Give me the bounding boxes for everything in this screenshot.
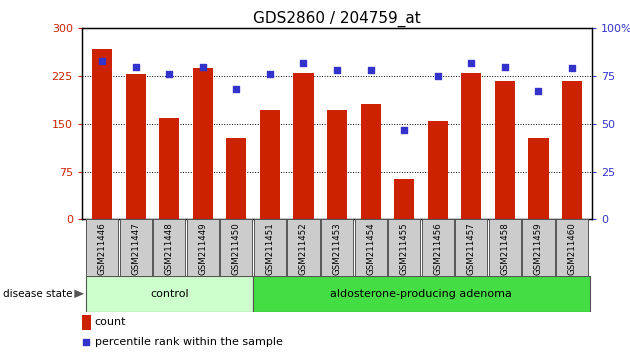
Text: GDS2860 / 204759_at: GDS2860 / 204759_at	[253, 11, 421, 27]
Bar	[489, 219, 521, 276]
Bar	[455, 219, 488, 276]
Bar	[495, 81, 515, 219]
Point	[534, 88, 544, 94]
Point	[231, 87, 241, 92]
Bar	[159, 118, 180, 219]
Bar	[529, 138, 549, 219]
Text: GSM211452: GSM211452	[299, 222, 308, 275]
Text: GSM211447: GSM211447	[131, 222, 140, 275]
Polygon shape	[74, 290, 84, 298]
Bar	[562, 81, 582, 219]
Bar	[92, 49, 112, 219]
Text: GSM211456: GSM211456	[433, 222, 442, 275]
Point	[399, 127, 410, 132]
Bar	[394, 179, 415, 219]
Bar	[388, 219, 420, 276]
Point	[567, 65, 577, 71]
Point	[97, 58, 107, 64]
Point	[81, 339, 91, 345]
Text: GSM211448: GSM211448	[164, 222, 174, 275]
Text: GSM211446: GSM211446	[98, 222, 106, 275]
Point	[164, 72, 175, 77]
Text: aldosterone-producing adenoma: aldosterone-producing adenoma	[330, 289, 512, 299]
Bar	[421, 219, 454, 276]
Bar	[260, 110, 280, 219]
Text: percentile rank within the sample: percentile rank within the sample	[94, 337, 282, 347]
Bar	[556, 219, 588, 276]
Bar	[327, 110, 347, 219]
Point	[433, 73, 443, 79]
Bar	[254, 219, 286, 276]
Bar	[461, 73, 481, 219]
Text: GSM211459: GSM211459	[534, 222, 543, 275]
Text: GSM211449: GSM211449	[198, 222, 207, 275]
Text: count: count	[94, 318, 126, 327]
Bar	[193, 68, 213, 219]
Bar	[125, 74, 146, 219]
Bar	[86, 219, 118, 276]
Bar	[220, 219, 253, 276]
Bar	[360, 103, 381, 219]
Bar	[82, 315, 91, 330]
Bar	[355, 219, 387, 276]
Text: disease state: disease state	[3, 289, 72, 299]
Point	[198, 64, 208, 69]
Text: GSM211457: GSM211457	[467, 222, 476, 275]
Bar	[120, 219, 152, 276]
Bar	[428, 121, 448, 219]
Bar	[226, 138, 246, 219]
Point	[332, 68, 342, 73]
Text: GSM211450: GSM211450	[232, 222, 241, 275]
Bar	[321, 219, 353, 276]
Bar	[86, 276, 253, 312]
Text: GSM211460: GSM211460	[568, 222, 576, 275]
Bar	[186, 219, 219, 276]
Text: control: control	[150, 289, 189, 299]
Point	[130, 64, 140, 69]
Bar	[287, 219, 319, 276]
Bar	[294, 73, 314, 219]
Text: GSM211451: GSM211451	[265, 222, 275, 275]
Point	[299, 60, 309, 65]
Bar	[522, 219, 554, 276]
Text: GSM211454: GSM211454	[366, 222, 375, 275]
Text: GSM211455: GSM211455	[399, 222, 409, 275]
Point	[466, 60, 476, 65]
Bar	[153, 219, 185, 276]
Bar	[253, 276, 590, 312]
Text: GSM211458: GSM211458	[500, 222, 510, 275]
Point	[500, 64, 510, 69]
Point	[365, 68, 375, 73]
Point	[265, 72, 275, 77]
Text: GSM211453: GSM211453	[333, 222, 341, 275]
